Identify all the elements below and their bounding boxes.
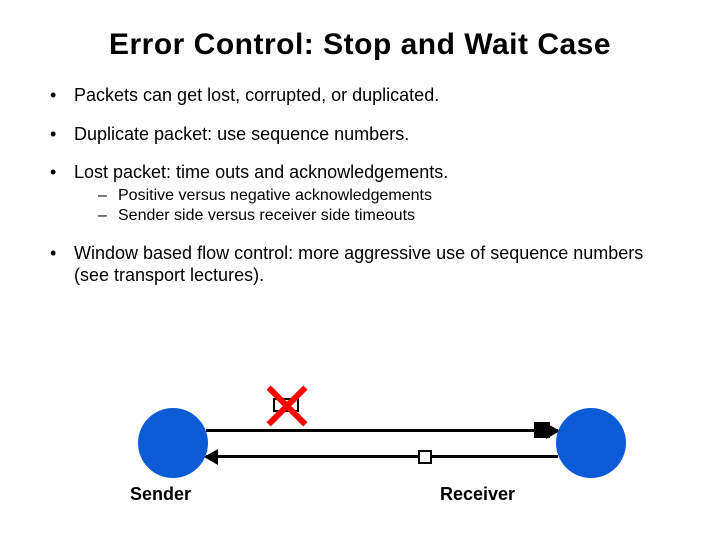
packet-ack-icon [418, 450, 432, 464]
bullet-item: Packets can get lost, corrupted, or dupl… [46, 84, 680, 107]
arrow-send-icon [206, 429, 558, 432]
sub-bullet-item: Sender side versus receiver side timeout… [98, 206, 680, 226]
arrow-ack-icon [206, 455, 558, 458]
x-mark-icon [266, 385, 308, 427]
slide-title: Error Control: Stop and Wait Case [40, 28, 680, 62]
receiver-node-icon [556, 408, 626, 478]
bullet-list: Packets can get lost, corrupted, or dupl… [40, 84, 680, 287]
sender-node-icon [138, 408, 208, 478]
packet-arrived-icon [534, 422, 550, 438]
bullet-item: Lost packet: time outs and acknowledgeme… [46, 161, 680, 226]
bullet-item: Window based flow control: more aggressi… [46, 242, 680, 287]
bullet-text: Lost packet: time outs and acknowledgeme… [74, 162, 448, 182]
sub-bullet-list: Positive versus negative acknowledgement… [74, 186, 680, 226]
receiver-label: Receiver [440, 484, 515, 505]
diagram-area: Sender Receiver [0, 360, 720, 520]
bullet-item: Duplicate packet: use sequence numbers. [46, 123, 680, 146]
sender-label: Sender [130, 484, 191, 505]
sub-bullet-item: Positive versus negative acknowledgement… [98, 186, 680, 206]
